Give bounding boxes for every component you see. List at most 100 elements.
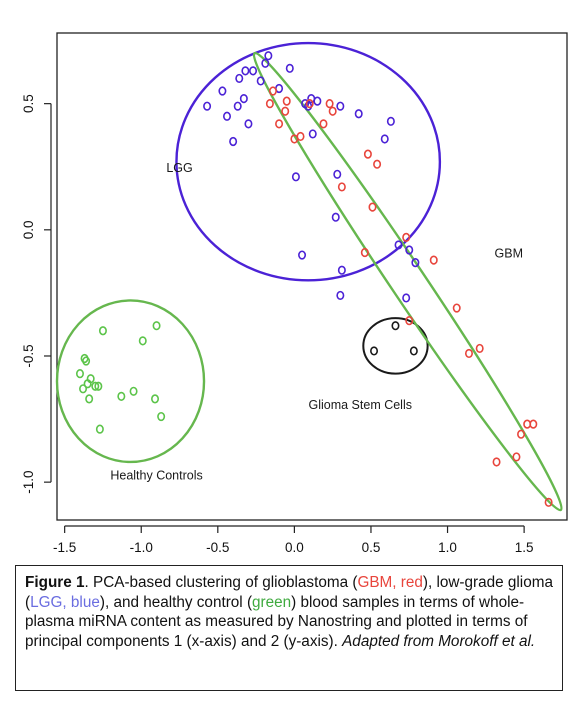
x-tick-label: 0.5 [362, 540, 381, 555]
gbm-point [452, 303, 461, 313]
lgg-point [313, 96, 322, 106]
x-tick-label: -0.5 [206, 540, 229, 555]
healthy-point [86, 374, 95, 384]
lgg-point [380, 134, 389, 144]
healthy-point [85, 394, 94, 404]
caption-gbm-label: GBM, red [357, 574, 423, 591]
healthy-point [79, 384, 88, 394]
lgg-cluster-outline [175, 41, 442, 282]
caption-text-1: . PCA-based clustering of glioblastoma ( [84, 574, 358, 591]
healthy-point [138, 336, 147, 346]
healthy-cluster-outline [55, 299, 206, 464]
caption-text-4: ) blood samples in terms of whole-plasma… [25, 593, 528, 650]
plot-frame [56, 32, 568, 521]
healthy-annotation: Healthy Controls [110, 469, 202, 483]
lgg-point [337, 265, 346, 275]
gbm-point [373, 159, 382, 169]
gbm-point [464, 348, 473, 359]
x-tick-label: 1.0 [438, 540, 457, 555]
gbm-point [429, 255, 438, 265]
gsc-cluster-outline [362, 317, 429, 375]
gbm-point [281, 106, 290, 116]
caption-lgg-label: LGG, blue [30, 593, 100, 611]
gbm-point [360, 247, 369, 258]
gbm-point [328, 106, 337, 116]
gbm-point [492, 457, 501, 467]
gbm-point [529, 419, 538, 429]
gbm-point [337, 182, 346, 192]
x-axis: -1.5 -1.0 -0.5 0.0 0.5 1.0 1.5 [53, 525, 534, 555]
cluster-outlines [55, 41, 563, 512]
healthy-point [117, 391, 126, 401]
gbm-point [402, 232, 411, 242]
y-tick-label: -1.0 [21, 471, 36, 494]
gbm-point [268, 86, 277, 96]
y-tick-label: 0.0 [21, 220, 36, 239]
lgg-point [333, 169, 342, 179]
caption-text-2: ), low-grade glioma ( [25, 574, 553, 611]
healthy-point [75, 369, 84, 379]
lgg-point [241, 66, 250, 76]
caption-attribution: Adapted from Morokoff et al. [342, 632, 536, 650]
lgg-point [233, 101, 242, 111]
healthy-point [157, 411, 166, 422]
gsc-point [370, 346, 379, 356]
lgg-point [285, 63, 294, 73]
lgg-point [229, 136, 238, 147]
x-tick-label: 1.5 [515, 540, 534, 555]
lgg-point [244, 119, 253, 129]
lgg-point [218, 86, 227, 96]
data-points [75, 51, 553, 507]
x-tick-label: 0.0 [285, 540, 304, 555]
healthy-point [152, 321, 161, 331]
gsc-annotation: Glioma Stem Cells [308, 398, 412, 412]
lgg-point [405, 245, 414, 255]
lgg-point [261, 58, 270, 68]
healthy-point [151, 394, 160, 404]
lgg-point [291, 172, 300, 182]
lgg-point [223, 111, 232, 121]
lgg-point [256, 76, 265, 86]
y-tick-label: 0.5 [21, 94, 36, 113]
lgg-point [402, 293, 411, 303]
lgg-point [336, 101, 345, 111]
gbm-point [368, 202, 377, 212]
lgg-point [308, 129, 317, 139]
gbm-point [544, 497, 553, 507]
gbm-point [319, 119, 328, 129]
y-tick-label: -0.5 [21, 344, 36, 367]
cluster-annotations: LGG GBM Glioma Stem Cells Healthy Controls [110, 161, 523, 483]
lgg-point [386, 116, 395, 126]
gbm-cluster-outline [252, 51, 563, 512]
gbm-point [363, 149, 372, 159]
healthy-point [129, 386, 138, 396]
lgg-point [298, 250, 307, 260]
lgg-point [239, 94, 248, 104]
figure-caption: Figure 1. PCA-based clustering of gliobl… [15, 565, 563, 691]
gsc-point [391, 321, 400, 331]
gbm-point [282, 96, 291, 106]
healthy-point [95, 424, 104, 434]
lgg-point [203, 101, 212, 111]
caption-green-label: green [252, 593, 292, 611]
gbm-point [325, 99, 334, 109]
figure: LGG GBM Glioma Stem Cells Healthy Controls … [21, 32, 568, 555]
gbm-point [517, 429, 526, 439]
gbm-point [475, 343, 484, 354]
healthy-point [98, 326, 107, 336]
gsc-point [409, 346, 418, 356]
lgg-annotation: LGG [166, 161, 192, 175]
lgg-point [394, 240, 403, 250]
healthy-point [91, 381, 100, 391]
healthy-point [82, 356, 91, 366]
lgg-point [249, 66, 258, 76]
gbm-point [275, 119, 284, 129]
gbm-point [265, 99, 274, 109]
gbm-point [296, 131, 305, 142]
x-tick-label: -1.5 [53, 540, 76, 555]
y-axis: -1.0 -0.5 0.0 0.5 [21, 94, 52, 494]
lgg-point [411, 258, 420, 268]
lgg-point [235, 73, 244, 84]
lgg-point [354, 109, 363, 119]
